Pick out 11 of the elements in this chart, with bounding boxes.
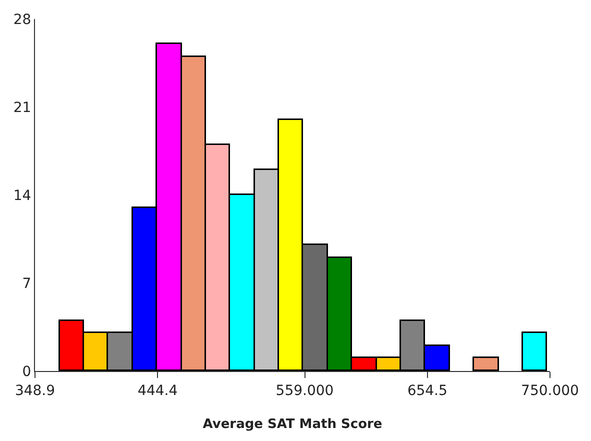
x-tick-label: 654.5 (407, 382, 448, 399)
y-tick-label: 14 (13, 188, 32, 204)
y-tick-label: 7 (22, 276, 32, 292)
x-tick-label: 750.000 (521, 382, 579, 399)
x-tick-label: 444.4 (138, 382, 178, 399)
y-tick-label: 21 (13, 100, 32, 116)
y-tick-label: 0 (22, 364, 32, 380)
y-tick-label: 28 (13, 12, 32, 28)
x-tick-label: 348.9 (14, 382, 56, 399)
x-axis-title: Average SAT Math Score (202, 417, 382, 432)
x-tick-label: 559.000 (276, 382, 334, 399)
